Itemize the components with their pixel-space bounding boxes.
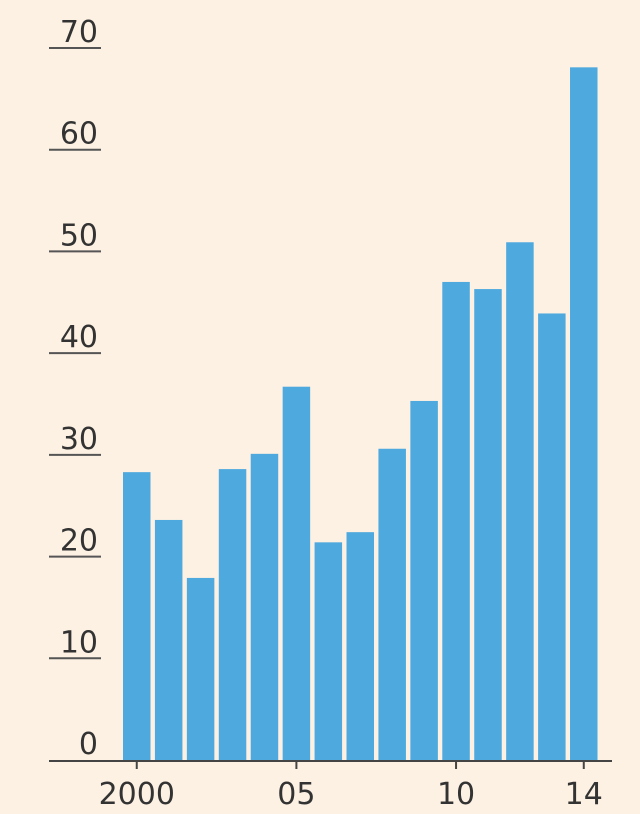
- x-tick-label-2000: 2000: [99, 777, 175, 812]
- bar-2006: [314, 542, 343, 760]
- x-tick-label-2010: 10: [437, 777, 475, 812]
- y-tick-label-40: 40: [60, 320, 98, 355]
- y-tick-label-20: 20: [60, 524, 98, 559]
- bar-2004: [250, 453, 279, 760]
- bar-2013: [538, 313, 566, 760]
- bar-2002: [186, 577, 215, 760]
- y-tick-label-70: 70: [60, 15, 98, 50]
- bar-2007: [346, 532, 375, 760]
- bar-2011: [474, 289, 502, 760]
- bar-series: [123, 67, 598, 760]
- y-axis: 0 10 20 30 40 50 60 70: [49, 15, 101, 762]
- x-tick-label-2005: 05: [277, 777, 315, 812]
- x-tick-label-2014: 14: [565, 777, 603, 812]
- y-tick-label-30: 30: [60, 422, 98, 457]
- y-tick-label-60: 60: [60, 117, 98, 152]
- bar-2001: [154, 519, 183, 760]
- bar-2008: [378, 448, 406, 760]
- bar-2003: [218, 469, 247, 760]
- bar-2000: [123, 472, 151, 760]
- bar-2005: [282, 386, 311, 760]
- bar-2009: [410, 400, 438, 760]
- y-tick-label-0: 0: [79, 727, 98, 762]
- bar-2010: [442, 281, 470, 760]
- bar-2014: [570, 67, 598, 760]
- bar-2012: [506, 242, 534, 760]
- y-tick-label-50: 50: [60, 218, 98, 253]
- x-axis: 2000 05 10 14: [99, 761, 603, 812]
- y-tick-label-10: 10: [60, 625, 98, 660]
